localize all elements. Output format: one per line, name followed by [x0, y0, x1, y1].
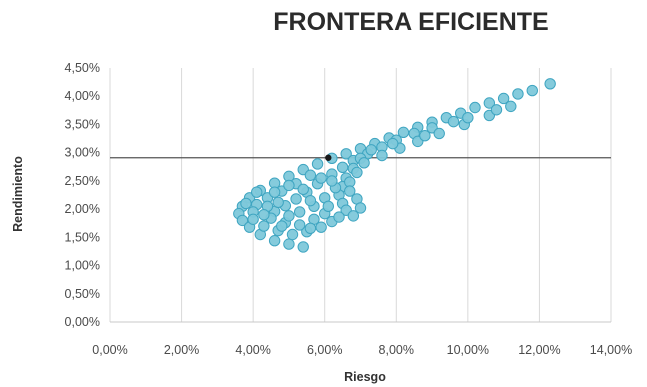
x-tick-label: 14,00% [590, 343, 632, 357]
data-point [272, 196, 284, 209]
data-point [304, 222, 317, 235]
data-point [469, 101, 481, 114]
y-axis-label: Rendimiento [11, 156, 25, 232]
data-points [233, 78, 556, 253]
x-tick-label: 4,00% [235, 343, 270, 357]
y-tick-labels: 0,00% 0,50% 1,00% 1,50% 2,00% 2,50% 3,00% 3,50%… [65, 61, 100, 329]
highlight-point [325, 154, 332, 161]
x-tick-label: 2,00% [164, 343, 199, 357]
x-tick-label: 6,00% [307, 343, 342, 357]
x-axis-label: Riesgo [344, 370, 386, 384]
data-point [512, 88, 524, 100]
data-point [268, 186, 281, 198]
data-point [526, 84, 538, 97]
gridlines [109, 68, 612, 323]
data-point [333, 211, 345, 223]
data-point [247, 213, 259, 225]
data-point [297, 183, 309, 196]
data-point [290, 193, 302, 205]
data-point [336, 161, 349, 174]
y-tick-label: 0,50% [65, 287, 100, 301]
y-tick-label: 2,50% [65, 174, 100, 188]
data-point [322, 200, 334, 212]
data-point [293, 219, 306, 231]
data-point [497, 92, 510, 105]
data-point [251, 186, 263, 198]
chart-title: FRONTERA EFICIENTE [273, 8, 548, 36]
y-tick-label: 3,00% [65, 146, 100, 160]
data-point [365, 144, 377, 156]
y-tick-label: 1,00% [65, 259, 100, 273]
data-point [433, 127, 445, 140]
x-tick-label: 8,00% [379, 343, 414, 357]
data-point [340, 148, 352, 160]
data-point [283, 179, 295, 192]
data-point [490, 104, 503, 116]
y-tick-label: 3,50% [65, 117, 100, 131]
data-point [358, 157, 370, 169]
data-point [315, 172, 327, 184]
y-tick-label: 2,00% [65, 202, 100, 216]
x-tick-label: 10,00% [447, 343, 489, 357]
data-point [344, 185, 356, 197]
data-point [351, 166, 363, 179]
data-point [347, 210, 360, 222]
data-point [268, 235, 281, 247]
data-point [258, 209, 270, 221]
data-point [258, 220, 270, 232]
data-point [462, 111, 474, 124]
y-tick-label: 1,50% [65, 230, 100, 244]
x-tick-label: 0,00% [92, 343, 127, 357]
data-point [286, 228, 299, 241]
x-tick-label: 12,00% [518, 343, 560, 357]
data-point [283, 210, 295, 222]
data-point [354, 202, 367, 214]
data-point [544, 78, 556, 90]
data-point [297, 241, 309, 253]
data-point [311, 158, 324, 170]
data-point [419, 130, 431, 142]
data-point [447, 115, 460, 128]
data-point [276, 220, 288, 232]
data-point [326, 175, 338, 187]
data-point [483, 97, 496, 109]
data-point [376, 149, 388, 162]
data-point [387, 137, 399, 150]
y-tick-label: 4,50% [65, 61, 100, 75]
data-point [283, 238, 295, 250]
data-point [304, 169, 317, 181]
y-tick-label: 0,00% [65, 315, 100, 329]
x-tick-labels: 0,00% 2,00% 4,00% 6,00% 8,00% 10,00% 12,00% 14,… [92, 343, 632, 357]
data-point [505, 100, 517, 113]
data-point [240, 197, 252, 210]
data-point [293, 206, 306, 218]
y-tick-label: 4,00% [65, 89, 100, 103]
data-point [304, 194, 317, 207]
